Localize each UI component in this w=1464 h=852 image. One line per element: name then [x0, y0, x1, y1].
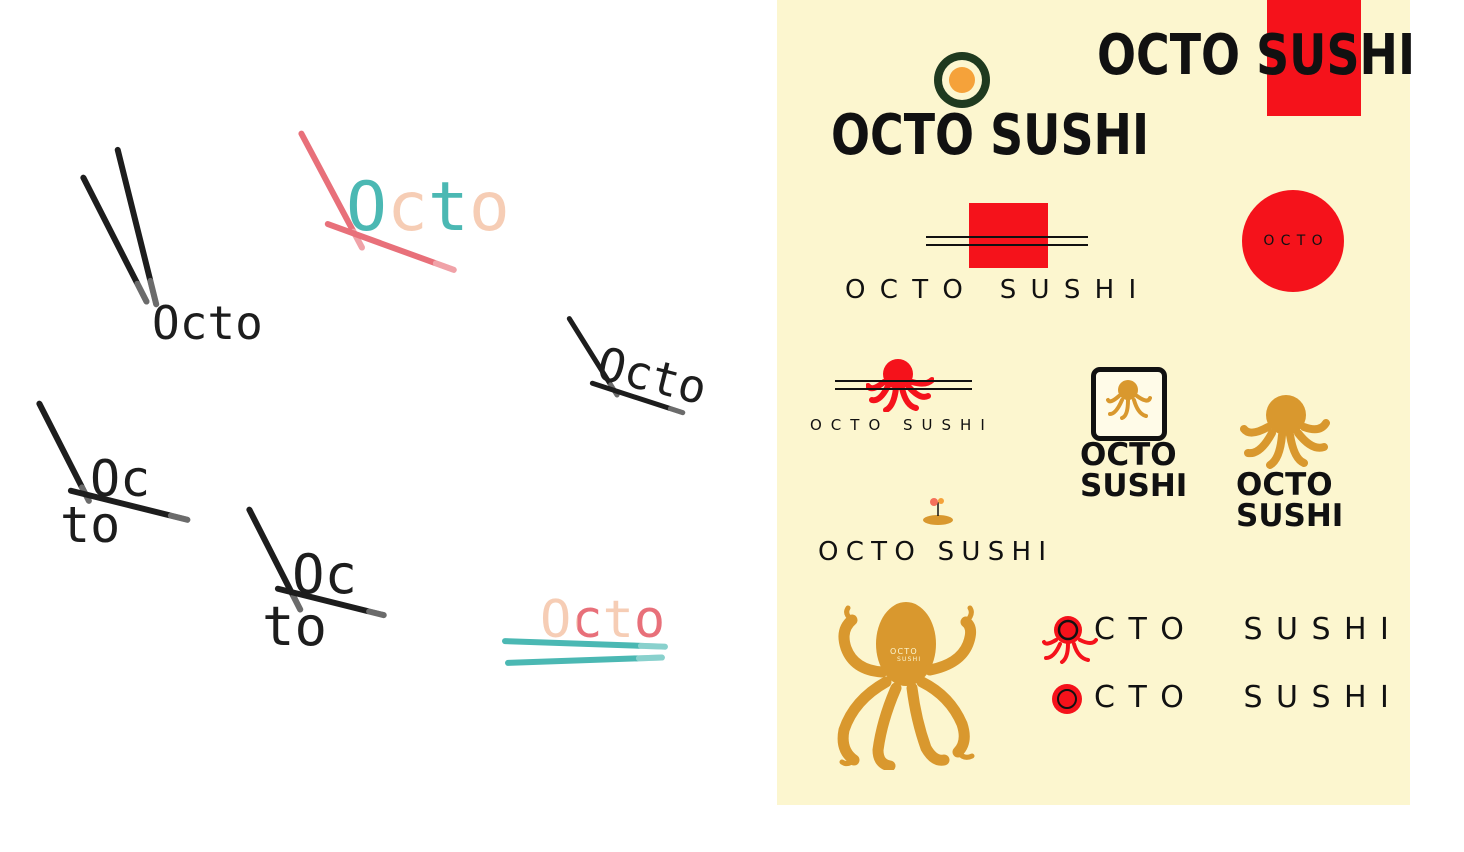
dot-logo-2-text: CTO SUSHI: [1094, 680, 1403, 715]
rule-line: [835, 388, 972, 390]
sketch-word-top: Oc: [90, 450, 151, 508]
sketch-word: Octo: [152, 296, 263, 350]
logo-octo-lines-text: OCTO SUSHI: [810, 416, 994, 434]
big-octopus-line2: SUSHI: [897, 656, 922, 663]
red-circle-badge: OCTO: [1242, 190, 1344, 292]
red-dot-ring: [1057, 689, 1077, 709]
sketch-word: Octo: [591, 336, 713, 416]
octo-logo-line1: OCTO: [1236, 467, 1333, 503]
sprout-icon: [923, 498, 953, 525]
rule-line: [926, 236, 1088, 238]
chopstick: [504, 654, 666, 666]
octopus-large-icon: [837, 602, 977, 770]
sketch-word-bottom: to: [262, 595, 328, 658]
rule-line: [926, 244, 1088, 246]
octopus-gold-icon: [1240, 395, 1330, 469]
octo-logo-line2: SUSHI: [1236, 498, 1344, 534]
sketch-word: Octo: [540, 594, 665, 646]
red-square: [969, 203, 1048, 268]
logo-sprout-text: OCTO SUSHI: [818, 537, 1054, 567]
big-octopus-line1: OCTO: [890, 647, 918, 656]
sushi-roll-filling: [949, 67, 975, 93]
box-logo-line2: SUSHI: [1080, 468, 1188, 504]
sketch-letters: Octo: [540, 590, 666, 650]
logo-title-roll: OCTO SUSHI: [831, 103, 1150, 168]
sketch-word-bottom: to: [60, 496, 121, 554]
sketch-word-top: Oc: [292, 543, 358, 606]
logo-title-top-right: OCTO SUSHI: [1097, 23, 1416, 88]
box-logo-line1: OCTO: [1080, 437, 1177, 473]
dot-logo-1-text: CTO SUSHI: [1094, 612, 1403, 647]
octopus-dot-icon: [1042, 616, 1098, 664]
chopstick: [35, 399, 93, 505]
sketch-letters: Octo: [346, 168, 510, 247]
octopus-red-icon: [866, 359, 934, 412]
red-block: [1267, 0, 1361, 116]
circle-badge-text: OCTO: [1263, 233, 1329, 249]
octopus-gold-small-icon: [1106, 380, 1152, 420]
sketch-word: Octo: [346, 174, 510, 242]
logo-lines-text: OCTO SUSHI: [845, 275, 1151, 305]
rule-line: [835, 380, 972, 382]
